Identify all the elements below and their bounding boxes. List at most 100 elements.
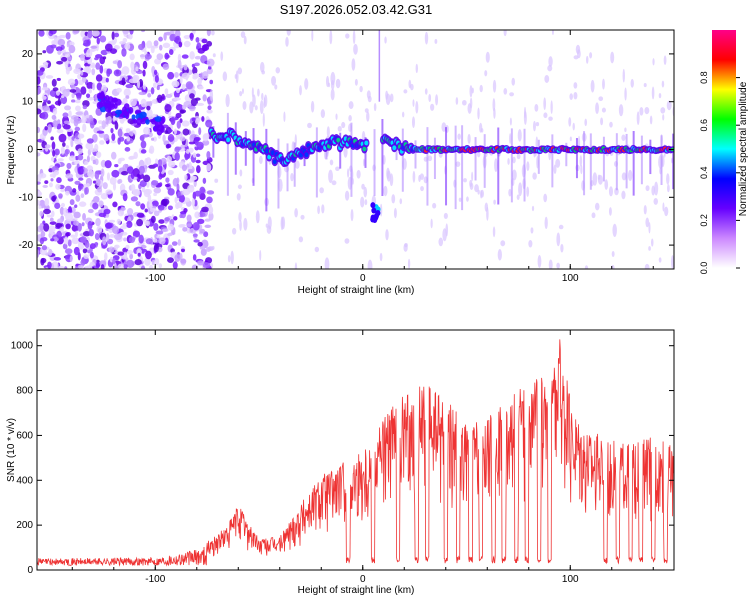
heatmap-cell — [151, 200, 159, 207]
heatmap-cell — [158, 80, 163, 84]
heatmap-cell — [125, 111, 130, 120]
heatmap-cell — [147, 194, 152, 203]
heatmap-cell — [392, 145, 397, 151]
heatmap-cell — [132, 118, 138, 124]
heatmap-cell — [73, 68, 81, 75]
heatmap-cell — [86, 48, 93, 58]
heatmap-cell — [523, 111, 527, 125]
heatmap-cell — [61, 95, 65, 99]
heatmap-cell — [298, 236, 304, 243]
heatmap-cell — [148, 148, 153, 154]
heatmap-cell — [257, 88, 260, 97]
heatmap-cell — [77, 166, 84, 175]
heatmap-cell — [99, 64, 104, 74]
heatmap-cell — [52, 87, 59, 92]
heatmap-cell — [196, 141, 204, 151]
heatmap-cell — [69, 88, 77, 93]
heatmap-cell — [237, 184, 242, 190]
heatmap-cell — [108, 101, 115, 109]
heatmap-cell — [112, 201, 118, 208]
heatmap-cell — [81, 115, 87, 124]
heatmap-cell — [161, 228, 169, 233]
heatmap-cell — [259, 249, 262, 261]
heatmap-cell — [37, 181, 41, 185]
heatmap-cell — [86, 138, 94, 144]
heatmap-cell — [595, 102, 599, 115]
heatmap-cell — [507, 158, 510, 165]
heatmap-cell — [114, 163, 119, 168]
heatmap-cell — [479, 84, 483, 93]
heatmap-cell — [366, 111, 370, 122]
heatmap-cell — [37, 87, 41, 96]
heatmap-cell — [52, 149, 56, 157]
heatmap-cell — [151, 259, 155, 266]
heatmap-cell — [119, 40, 126, 45]
heatmap-cell — [644, 263, 650, 269]
heatmap-cell — [590, 79, 595, 93]
heatmap-cell — [191, 198, 196, 207]
heatmap-cell — [165, 177, 170, 183]
heatmap-cell — [56, 129, 64, 134]
heatmap-cell — [153, 69, 158, 76]
heatmap-cell — [82, 212, 86, 221]
heatmap-cell — [385, 93, 391, 106]
heatmap-cell — [531, 205, 535, 212]
heatmap-cell — [100, 49, 108, 56]
heatmap-cell — [179, 76, 183, 84]
heatmap-cell — [62, 142, 66, 147]
heatmap-cell — [573, 55, 579, 60]
heatmap-cell — [206, 196, 213, 204]
heatmap-cell — [97, 120, 103, 125]
heatmap-cell — [56, 218, 63, 224]
heatmap-cell — [206, 150, 211, 160]
heatmap-cell — [57, 38, 66, 47]
heatmap-cell — [182, 188, 191, 196]
heatmap-cell — [164, 104, 172, 113]
heatmap-cell — [663, 55, 667, 65]
heatmap-cell — [206, 109, 213, 114]
heatmap-cell — [126, 259, 135, 268]
heatmap-cell — [500, 240, 506, 247]
heatmap-cell — [48, 248, 53, 256]
heatmap-cell — [354, 78, 358, 86]
heatmap-cell — [186, 214, 192, 222]
heatmap-cell — [51, 78, 57, 87]
spectrogram-y-label: Frequency (Hz) — [6, 116, 17, 185]
heatmap-cell — [138, 234, 144, 244]
heatmap-cell — [66, 162, 72, 169]
heatmap-cell — [179, 213, 183, 219]
heatmap-cell — [234, 74, 238, 79]
heatmap-cell — [671, 255, 674, 269]
heatmap-cell — [133, 151, 138, 160]
heatmap-cell — [579, 155, 583, 167]
heatmap-cell — [271, 75, 277, 86]
heatmap-cell — [662, 202, 665, 212]
heatmap-cell — [183, 64, 188, 71]
heatmap-cell — [55, 90, 60, 96]
heatmap-cell — [532, 172, 537, 180]
heatmap-cell — [667, 184, 670, 193]
heatmap-cell — [39, 173, 47, 179]
heatmap-cell — [389, 93, 394, 103]
heatmap-cell — [226, 137, 231, 143]
heatmap-cell — [41, 245, 48, 251]
colorbar-tick-label: 0.4 — [699, 167, 709, 180]
heatmap-cell — [411, 116, 415, 129]
heatmap-cell — [311, 30, 314, 42]
heatmap-cell — [210, 30, 215, 36]
heatmap-cell — [77, 133, 85, 139]
heatmap-cell — [544, 216, 548, 230]
heatmap-cell — [122, 193, 128, 202]
heatmap-cell — [592, 172, 598, 186]
heatmap-cell — [547, 65, 553, 72]
heatmap-cell — [129, 53, 135, 61]
heatmap-cell — [185, 148, 190, 155]
heatmap-cell — [83, 254, 89, 260]
heatmap-cell — [212, 53, 216, 58]
heatmap-cell — [314, 246, 320, 253]
heatmap-cell — [182, 226, 188, 232]
heatmap-cell — [171, 241, 178, 246]
heatmap-cell — [69, 255, 73, 263]
heatmap-cell — [145, 238, 153, 245]
